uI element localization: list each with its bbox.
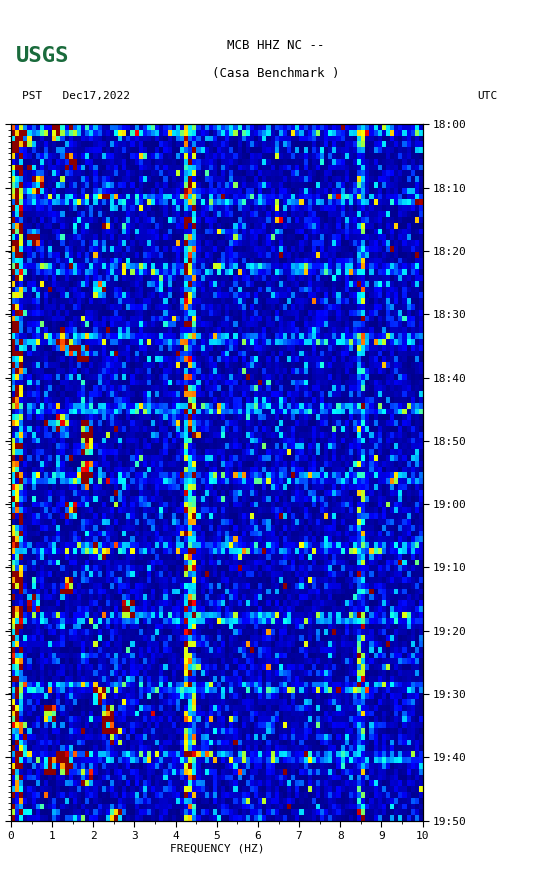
Text: USGS: USGS xyxy=(17,46,70,66)
Text: MCB HHZ NC --: MCB HHZ NC -- xyxy=(227,39,325,52)
Text: (Casa Benchmark ): (Casa Benchmark ) xyxy=(213,67,339,80)
Text: PST   Dec17,2022: PST Dec17,2022 xyxy=(22,91,130,102)
Text: UTC: UTC xyxy=(477,91,497,102)
X-axis label: FREQUENCY (HZ): FREQUENCY (HZ) xyxy=(169,844,264,854)
